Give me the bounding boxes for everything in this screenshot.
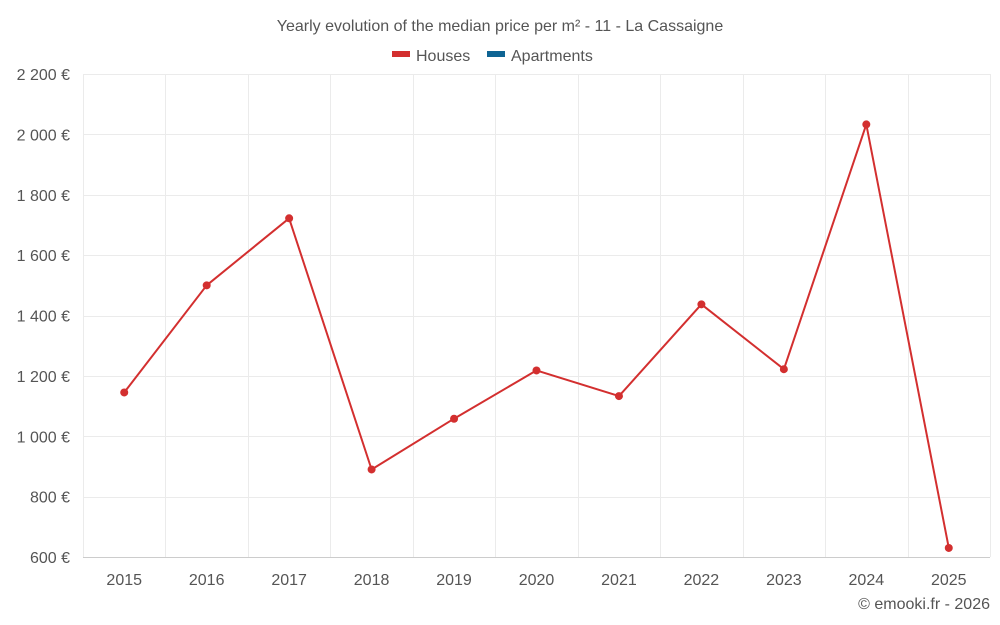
chart-title: Yearly evolution of the median price per… <box>277 18 724 35</box>
legend-item-houses[interactable]: Houses <box>392 48 470 65</box>
x-axis-ticks: 2015 2016 2017 2018 2019 2020 2021 2022 2023 2024… <box>106 572 966 589</box>
legend-swatch-houses <box>392 51 410 57</box>
data-point-houses-2018[interactable] <box>367 465 376 474</box>
legend-label-apartments: Apartments <box>511 48 593 65</box>
data-point-houses-2023[interactable] <box>779 365 788 374</box>
data-point-houses-2017[interactable] <box>285 214 294 223</box>
credit-text: © emooki.fr - 2026 <box>858 596 990 613</box>
y-axis-ticks: 600 € 800 € 1 000 € 1 200 € 1 400 € 1 600 € 1 … <box>17 67 70 567</box>
x-tick-label: 2021 <box>601 572 637 589</box>
legend-item-apartments[interactable]: Apartments <box>487 48 593 65</box>
x-tick-label: 2018 <box>354 572 390 589</box>
y-tick-label: 1 400 € <box>17 309 70 326</box>
legend-label-houses: Houses <box>416 48 470 65</box>
data-point-houses-2024[interactable] <box>862 120 871 129</box>
legend: Houses Apartments <box>392 48 593 65</box>
data-point-houses-2025[interactable] <box>944 543 953 552</box>
y-tick-label: 1 800 € <box>17 188 70 205</box>
x-tick-label: 2019 <box>436 572 472 589</box>
series-houses <box>120 120 953 552</box>
x-tick-label: 2025 <box>931 572 967 589</box>
x-tick-label: 2020 <box>519 572 555 589</box>
y-tick-label: 2 000 € <box>17 127 70 144</box>
data-point-houses-2015[interactable] <box>120 388 129 397</box>
y-tick-label: 1 600 € <box>17 248 70 265</box>
y-tick-label: 600 € <box>30 550 70 567</box>
data-point-houses-2022[interactable] <box>697 300 706 309</box>
grid <box>83 74 991 558</box>
x-tick-label: 2017 <box>271 572 307 589</box>
data-point-houses-2021[interactable] <box>614 392 623 401</box>
y-tick-label: 800 € <box>30 490 70 507</box>
y-tick-label: 2 200 € <box>17 67 70 84</box>
x-tick-label: 2023 <box>766 572 802 589</box>
x-tick-label: 2015 <box>106 572 142 589</box>
y-tick-label: 1 200 € <box>17 369 70 386</box>
data-point-houses-2016[interactable] <box>202 281 211 290</box>
legend-swatch-apartments <box>487 51 505 57</box>
data-point-houses-2020[interactable] <box>532 366 541 375</box>
x-tick-label: 2016 <box>189 572 225 589</box>
data-point-houses-2019[interactable] <box>450 414 459 423</box>
x-tick-label: 2022 <box>684 572 720 589</box>
x-tick-label: 2024 <box>849 572 885 589</box>
y-tick-label: 1 000 € <box>17 429 70 446</box>
